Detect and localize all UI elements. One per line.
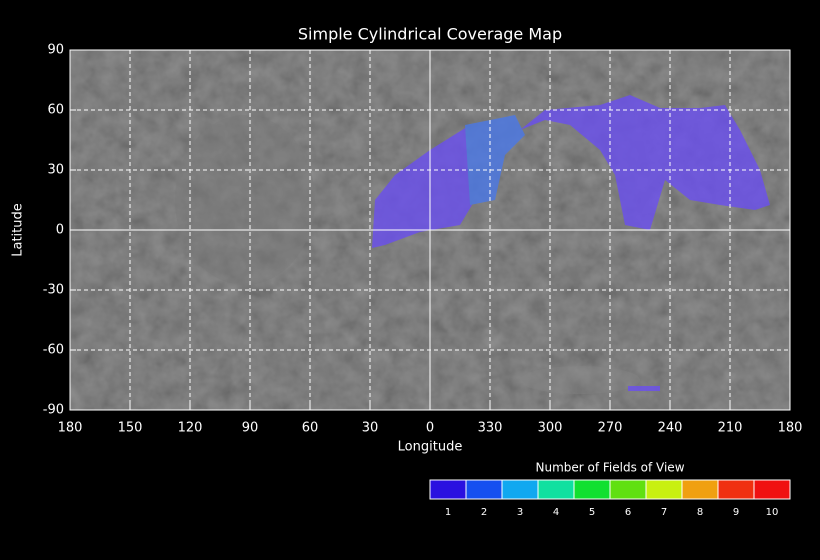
colorbar-label: 7 [661,507,667,518]
colorbar-swatch [681,479,719,500]
colorbar-label: 9 [733,507,739,518]
colorbar-swatch [573,479,611,500]
x-tick-label: 210 [718,421,743,436]
colorbar-label: 6 [625,507,631,518]
colorbar-swatch [501,479,539,500]
y-axis-label: Latitude [11,203,26,257]
colorbar-swatch [609,479,647,500]
colorbar-swatch [753,479,791,500]
chart-title: Simple Cylindrical Coverage Map [298,25,562,44]
y-tick-label: -90 [43,403,64,418]
coverage [372,95,770,391]
x-tick-label: 30 [362,421,379,436]
colorbar-swatch [717,479,755,500]
x-tick-label: 60 [302,421,319,436]
y-tick-label: 0 [56,223,64,238]
x-tick-label: 180 [58,421,83,436]
x-tick-label: 300 [538,421,563,436]
colorbar-label: 3 [517,507,523,518]
colorbar-label: 1 [445,507,451,518]
colorbar-label: 5 [589,507,595,518]
colorbar-swatch [429,479,467,500]
y-tick-label: 90 [47,43,64,58]
x-tick-label: 150 [118,421,143,436]
x-tick-label: 120 [178,421,203,436]
colorbar-label: 2 [481,507,487,518]
x-tick-label: 330 [478,421,503,436]
colorbar-swatch [645,479,683,500]
colorbar-swatch [537,479,575,500]
x-tick-label: 90 [242,421,259,436]
x-tick-label: 240 [658,421,683,436]
colorbar-label: 10 [766,507,779,518]
colorbar-title: Number of Fields of View [535,461,684,475]
colorbar-swatch [465,479,503,500]
y-tick-label: -60 [43,343,64,358]
y-tick-label: -30 [43,283,64,298]
x-axis-label: Longitude [398,440,463,455]
x-tick-label: 180 [778,421,803,436]
x-tick-label: 0 [426,421,434,436]
colorbar-label: 4 [553,507,559,518]
y-tick-label: 30 [47,163,64,178]
y-tick-label: 60 [47,103,64,118]
colorbar-label: 8 [697,507,703,518]
x-tick-label: 270 [598,421,623,436]
